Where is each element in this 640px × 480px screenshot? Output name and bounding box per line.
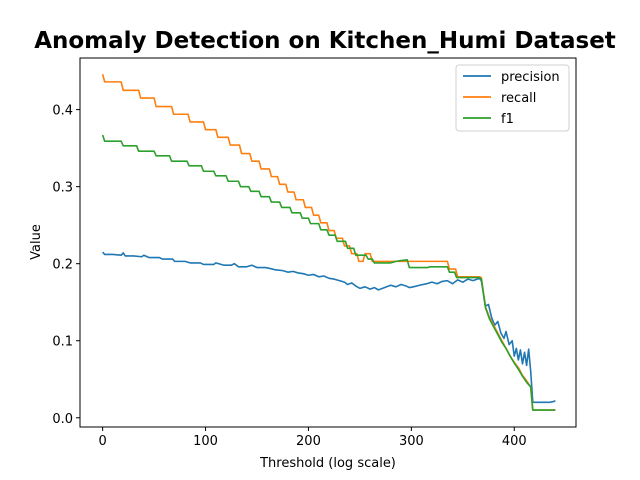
x-axis-ticks: 0 100 200 300 400 bbox=[98, 427, 527, 449]
y-tick-label: 0.4 bbox=[52, 104, 73, 119]
y-tick-label: 0.0 bbox=[52, 412, 73, 427]
legend: precision recall f1 bbox=[455, 64, 570, 132]
series-line-f1 bbox=[101, 134, 556, 411]
x-tick-label: 0 bbox=[98, 434, 106, 449]
x-axis-label: Threshold (log scale) bbox=[259, 456, 396, 471]
y-axis-label: Value bbox=[29, 224, 44, 260]
x-tick-label: 200 bbox=[296, 434, 321, 449]
y-tick-label: 0.2 bbox=[52, 258, 73, 273]
x-tick-label: 400 bbox=[502, 434, 527, 449]
series-layer bbox=[101, 73, 556, 411]
series-line-precision bbox=[102, 251, 556, 404]
legend-label-recall: recall bbox=[501, 91, 536, 106]
legend-label-precision: precision bbox=[501, 70, 560, 85]
y-tick-label: 0.3 bbox=[52, 181, 73, 196]
y-tick-label: 0.1 bbox=[52, 335, 73, 350]
chart-title: Anomaly Detection on Kitchen_Humi Datase… bbox=[34, 28, 616, 54]
x-tick-label: 100 bbox=[193, 434, 218, 449]
legend-frame bbox=[455, 64, 570, 132]
legend-label-f1: f1 bbox=[501, 112, 514, 127]
y-axis-ticks: 0.0 0.1 0.2 0.3 0.4 bbox=[52, 104, 80, 427]
x-tick-label: 300 bbox=[399, 434, 424, 449]
